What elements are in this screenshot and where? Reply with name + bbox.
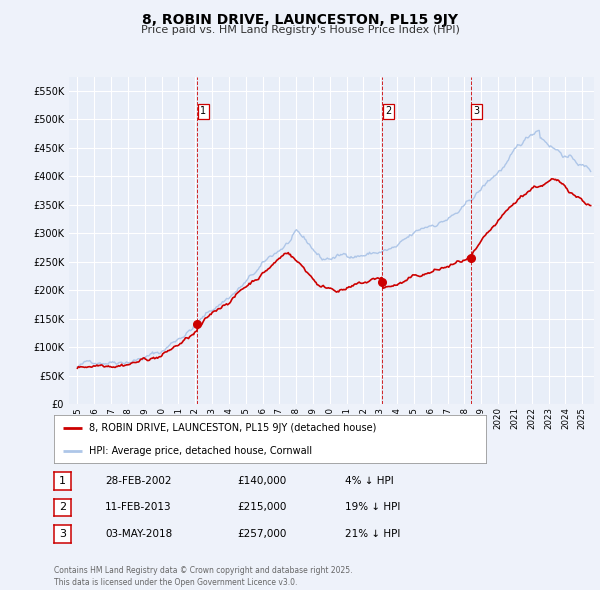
Text: £140,000: £140,000 bbox=[237, 476, 286, 486]
Text: 11-FEB-2013: 11-FEB-2013 bbox=[105, 503, 172, 512]
Text: 3: 3 bbox=[473, 106, 480, 116]
Text: 8, ROBIN DRIVE, LAUNCESTON, PL15 9JY: 8, ROBIN DRIVE, LAUNCESTON, PL15 9JY bbox=[142, 13, 458, 27]
Text: 2: 2 bbox=[385, 106, 392, 116]
Text: 03-MAY-2018: 03-MAY-2018 bbox=[105, 529, 172, 539]
Text: 1: 1 bbox=[200, 106, 206, 116]
Text: £257,000: £257,000 bbox=[237, 529, 286, 539]
Text: 4% ↓ HPI: 4% ↓ HPI bbox=[345, 476, 394, 486]
Text: 8, ROBIN DRIVE, LAUNCESTON, PL15 9JY (detached house): 8, ROBIN DRIVE, LAUNCESTON, PL15 9JY (de… bbox=[89, 423, 376, 433]
Text: Price paid vs. HM Land Registry's House Price Index (HPI): Price paid vs. HM Land Registry's House … bbox=[140, 25, 460, 35]
Text: HPI: Average price, detached house, Cornwall: HPI: Average price, detached house, Corn… bbox=[89, 446, 311, 456]
Text: Contains HM Land Registry data © Crown copyright and database right 2025.
This d: Contains HM Land Registry data © Crown c… bbox=[54, 566, 353, 587]
Text: 3: 3 bbox=[59, 529, 66, 539]
Text: 21% ↓ HPI: 21% ↓ HPI bbox=[345, 529, 400, 539]
Text: 19% ↓ HPI: 19% ↓ HPI bbox=[345, 503, 400, 512]
Text: 1: 1 bbox=[59, 476, 66, 486]
Text: 2: 2 bbox=[59, 503, 66, 512]
Text: £215,000: £215,000 bbox=[237, 503, 286, 512]
Text: 28-FEB-2002: 28-FEB-2002 bbox=[105, 476, 172, 486]
